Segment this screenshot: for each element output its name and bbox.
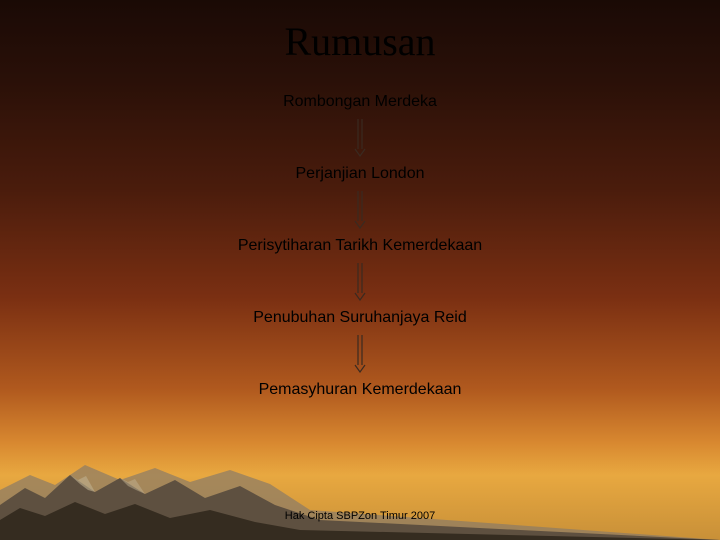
down-arrow-icon	[354, 261, 366, 301]
flow-step: Perisytiharan Tarikh Kemerdekaan	[238, 237, 482, 255]
flow-step: Rombongan Merdeka	[283, 93, 437, 111]
flow-steps: Rombongan Merdeka Perjanjian London Peri…	[238, 93, 482, 399]
footer-copyright: Hak Cipta SBPZon Timur 2007	[0, 510, 720, 522]
slide-title: Rumusan	[284, 18, 435, 65]
down-arrow-icon	[354, 189, 366, 229]
flow-step: Perjanjian London	[296, 165, 425, 183]
down-arrow-icon	[354, 333, 366, 373]
flow-step: Penubuhan Suruhanjaya Reid	[253, 309, 467, 327]
flow-step: Pemasyhuran Kemerdekaan	[259, 381, 462, 399]
down-arrow-icon	[354, 117, 366, 157]
